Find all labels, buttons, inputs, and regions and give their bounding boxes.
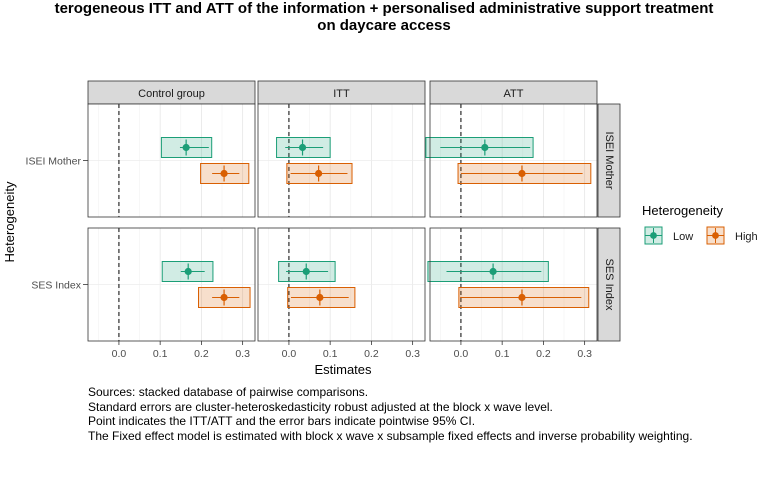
x-tick-label: 0.0 [112,348,127,360]
facet-strip-label: ITT [333,88,350,100]
caption-line: Point indicates the ITT/ATT and the erro… [88,414,476,428]
estimate-point [481,143,489,152]
facet-panel [87,103,256,218]
facet-panel [425,103,598,218]
x-tick-label: 0.3 [235,348,250,360]
panel-border [429,103,598,218]
estimate-point [315,169,323,178]
x-tick-label: 0.1 [323,348,338,360]
legend-label: Low [673,231,693,243]
x-tick-label: 0.1 [495,348,510,360]
estimate-point [182,143,190,152]
panel-border [87,103,256,218]
legend: Heterogeneity Low High [642,203,758,245]
panel-border [257,227,426,342]
legend-title: Heterogeneity [642,203,723,218]
estimate-point [489,267,497,276]
estimate-point [302,267,310,276]
facet-strip-label: Control group [138,88,205,100]
facet-strip-label: ATT [504,88,524,100]
estimate-point [298,143,307,152]
facet-panel [427,227,598,342]
x-tick-label: 0.0 [454,348,469,360]
estimate-point [518,293,526,302]
panel-border [429,227,598,342]
panel-border [87,227,256,342]
estimate-point [316,293,324,302]
caption-line: Standard errors are cluster-heteroskedas… [88,399,553,414]
facet-panel [257,103,426,218]
caption: Sources: stacked database of pairwise co… [88,385,693,443]
x-tick-label: 0.3 [577,348,592,360]
legend-key-point [712,232,719,239]
facet-panel [257,227,426,342]
estimate-point [220,293,228,302]
estimate-point [518,169,526,178]
chart-title-line2: on daycare access [317,17,451,34]
y-tick-label: SES Index [31,280,81,292]
x-tick-label: 0.2 [536,348,551,360]
x-tick-label: 0.3 [405,348,420,360]
legend-label: High [735,231,758,243]
facet-strip-label: SES Index [603,259,615,311]
y-tick-label: ISEI Mother [26,156,82,168]
chart-title-line1: terogeneous ITT and ATT of the informati… [54,0,714,17]
x-axis-label: Estimates [314,362,372,377]
x-tick-label: 0.0 [282,348,297,360]
estimate-point [220,169,228,178]
facet-strip-label: ISEI Mother [603,131,615,189]
legend-key-point [650,232,657,239]
facet-strip-row [597,227,621,342]
caption-line: The Fixed effect model is estimated with… [88,428,693,443]
x-tick-label: 0.2 [194,348,209,360]
estimate-point [184,267,192,276]
facet-strip-row [597,103,621,218]
facet-panel [87,227,256,342]
caption-line: Sources: stacked database of pairwise co… [88,385,369,399]
panel-border [257,103,426,218]
x-tick-label: 0.2 [364,348,379,360]
x-tick-label: 0.1 [153,348,168,360]
y-axis-label: Heterogeneity [2,181,17,262]
